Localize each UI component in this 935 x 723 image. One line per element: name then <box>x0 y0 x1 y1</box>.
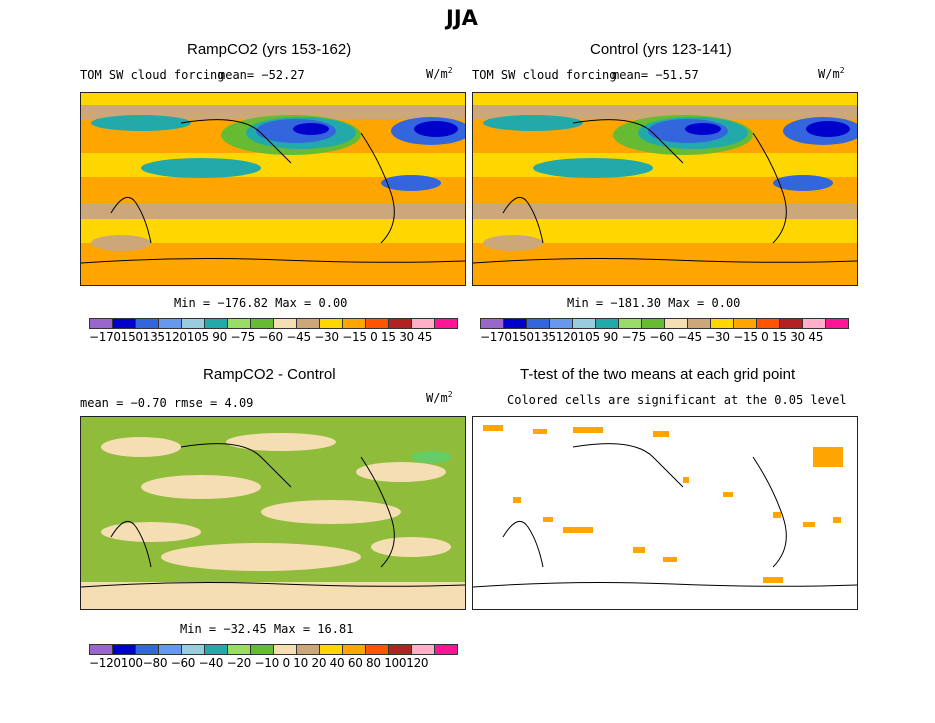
map-ttest <box>472 416 858 610</box>
colorbar-swatch <box>642 319 665 328</box>
colorbar-swatch <box>182 319 205 328</box>
colorbar-swatch <box>389 319 412 328</box>
panel-title-ttest: T-test of the two means at each grid poi… <box>520 366 796 383</box>
colorbar-swatch <box>343 319 366 328</box>
colorbar-swatch <box>159 645 182 654</box>
colorbar-swatch <box>182 645 205 654</box>
colorbar-swatch <box>136 319 159 328</box>
colorbar-swatch <box>504 319 527 328</box>
panel-title-difference: RampCO2 - Control <box>203 366 336 383</box>
colorbar-swatch <box>297 645 320 654</box>
colorbar-swatch <box>412 319 435 328</box>
map-control <box>472 92 858 286</box>
colorbar-swatch <box>619 319 642 328</box>
colorbar-swatch <box>274 319 297 328</box>
colorbar-swatch <box>803 319 826 328</box>
units-label: W/m2 <box>426 390 453 405</box>
map-graphic <box>473 417 857 609</box>
map-graphic <box>81 93 465 285</box>
colorbar-labels: −120100−80 −60 −40 −20 −10 0 10 20 40 60… <box>89 656 429 670</box>
colorbar-swatch <box>573 319 596 328</box>
colorbar-swatch <box>435 319 457 328</box>
colorbar-swatch <box>205 319 228 328</box>
colorbar-swatch <box>366 319 389 328</box>
colorbar-swatch <box>757 319 780 328</box>
mean-value: mean= −52.27 <box>218 68 305 82</box>
figure-title: JJA <box>446 6 478 30</box>
colorbar-swatch <box>734 319 757 328</box>
colorbar-swatch <box>366 645 389 654</box>
field-label: TOM SW cloud forcing <box>80 68 225 82</box>
colorbar-swatch <box>113 645 136 654</box>
colorbar-labels: −170150135120105 90 −75 −60 −45 −30 −15 … <box>89 330 433 344</box>
units-label: W/m2 <box>818 66 845 81</box>
colorbar-swatch <box>159 319 182 328</box>
units-label: W/m2 <box>426 66 453 81</box>
stats-label: mean = −0.70 rmse = 4.09 <box>80 396 254 410</box>
panel-title-rampco2: RampCO2 (yrs 153-162) <box>187 41 352 58</box>
mean-value: mean= −51.57 <box>612 68 699 82</box>
map-graphic <box>81 417 465 609</box>
colorbar-swatch <box>412 645 435 654</box>
colorbar-swatch <box>481 319 504 328</box>
field-label: TOM SW cloud forcing <box>472 68 617 82</box>
minmax-label: Min = −176.82 Max = 0.00 <box>174 296 348 310</box>
colorbar-swatch <box>274 645 297 654</box>
colorbar-swatch <box>136 645 159 654</box>
minmax-label: Min = −32.45 Max = 16.81 <box>180 622 354 636</box>
panel-title-control: Control (yrs 123-141) <box>590 41 732 58</box>
colorbar-swatch <box>665 319 688 328</box>
colorbar-swatch <box>550 319 573 328</box>
map-rampco2 <box>80 92 466 286</box>
colorbar-swatch <box>228 645 251 654</box>
colorbar-swatch <box>205 645 228 654</box>
colorbar-swatch <box>527 319 550 328</box>
colorbar-swatch <box>826 319 848 328</box>
colorbar-swatch <box>435 645 457 654</box>
colorbar-swatch <box>389 645 412 654</box>
colorbar-swatch <box>688 319 711 328</box>
map-graphic <box>473 93 857 285</box>
colorbar-swatch <box>780 319 803 328</box>
colorbar-swatch <box>90 645 113 654</box>
colorbar-swatch <box>596 319 619 328</box>
colorbar-labels: −170150135120105 90 −75 −60 −45 −30 −15 … <box>480 330 824 344</box>
colorbar-forcing-right <box>480 318 849 329</box>
colorbar-diff <box>89 644 458 655</box>
colorbar-swatch <box>320 319 343 328</box>
colorbar-swatch <box>113 319 136 328</box>
colorbar-forcing-left <box>89 318 458 329</box>
colorbar-swatch <box>320 645 343 654</box>
colorbar-swatch <box>251 645 274 654</box>
minmax-label: Min = −181.30 Max = 0.00 <box>567 296 741 310</box>
colorbar-swatch <box>297 319 320 328</box>
map-difference <box>80 416 466 610</box>
colorbar-swatch <box>343 645 366 654</box>
colorbar-swatch <box>90 319 113 328</box>
colorbar-swatch <box>711 319 734 328</box>
ttest-subtitle: Colored cells are significant at the 0.0… <box>507 393 847 407</box>
colorbar-swatch <box>251 319 274 328</box>
colorbar-swatch <box>228 319 251 328</box>
